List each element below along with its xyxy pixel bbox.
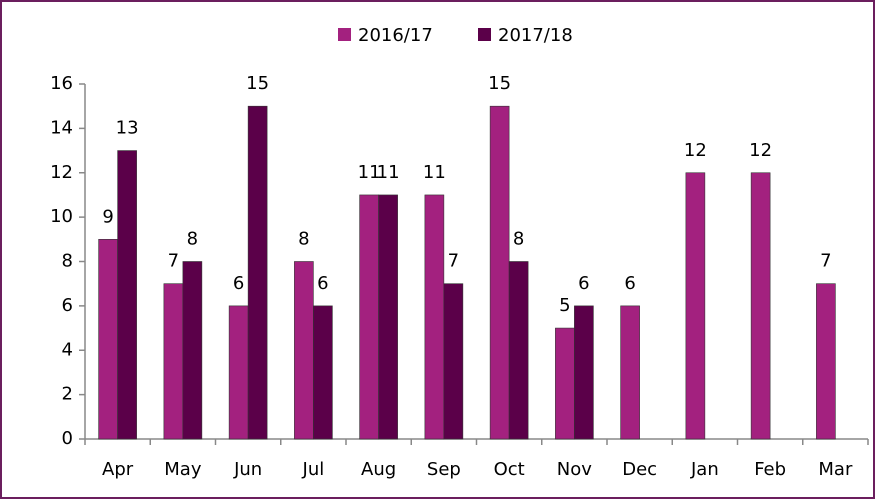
bar (182, 261, 203, 440)
data-label: 15 (488, 73, 511, 94)
bar (750, 172, 771, 440)
bar (163, 283, 184, 440)
legend-label: 2017/18 (498, 25, 573, 46)
y-tick-label: 2 (62, 384, 73, 405)
y-tick-label: 12 (50, 162, 73, 183)
data-label: 12 (684, 140, 707, 161)
data-label: 9 (102, 206, 113, 227)
data-label: 6 (624, 273, 635, 294)
bar (816, 283, 836, 440)
bar (685, 172, 706, 440)
data-label: 12 (749, 140, 772, 161)
y-tick-label: 4 (62, 339, 73, 360)
x-tick-label: Mar (818, 459, 853, 480)
x-tick-label: Aug (361, 459, 396, 480)
y-tick-label: 14 (50, 117, 73, 138)
data-label: 7 (820, 251, 831, 272)
x-tick-label: Jan (690, 459, 719, 480)
x-tick-label: Jul (302, 459, 325, 480)
data-label: 11 (358, 162, 381, 183)
bar (508, 261, 529, 440)
x-tick-label: Nov (557, 459, 592, 480)
bar (359, 194, 379, 440)
data-label: 15 (246, 73, 269, 94)
data-label: 6 (317, 273, 328, 294)
bar (555, 327, 575, 440)
bar (117, 150, 137, 440)
y-tick-label: 8 (62, 251, 73, 272)
bar (620, 305, 640, 440)
data-label: 11 (423, 162, 446, 183)
data-label: 7 (168, 251, 179, 272)
data-label: 5 (559, 295, 570, 316)
y-tick-label: 0 (62, 428, 73, 449)
data-label: 6 (233, 273, 244, 294)
x-tick-label: Sep (427, 459, 461, 480)
x-tick-label: May (164, 459, 202, 480)
data-label: 7 (448, 251, 459, 272)
y-tick-label: 16 (50, 73, 73, 94)
data-label: 13 (116, 118, 139, 139)
data-label: 8 (298, 229, 309, 250)
bar (247, 105, 268, 440)
bar (313, 305, 333, 440)
legend-swatch (478, 28, 491, 41)
data-label: 11 (377, 162, 400, 183)
legend-swatch (338, 28, 351, 41)
y-tick-label: 10 (50, 206, 73, 227)
data-label: 8 (513, 229, 524, 250)
bar (228, 305, 249, 440)
data-label: 8 (187, 229, 198, 250)
bar (574, 305, 594, 440)
bar (378, 194, 398, 440)
y-tick-label: 6 (62, 295, 73, 316)
bar (443, 283, 464, 440)
bar (294, 261, 314, 440)
bar (424, 194, 445, 440)
bar (98, 239, 118, 440)
x-tick-label: Oct (494, 459, 525, 480)
bar (489, 105, 510, 440)
x-tick-label: Feb (754, 459, 786, 480)
x-tick-label: Jun (233, 459, 262, 480)
legend-label: 2016/17 (358, 25, 433, 46)
x-tick-label: Apr (102, 459, 134, 480)
data-label: 6 (578, 273, 589, 294)
x-tick-label: Dec (622, 459, 657, 480)
